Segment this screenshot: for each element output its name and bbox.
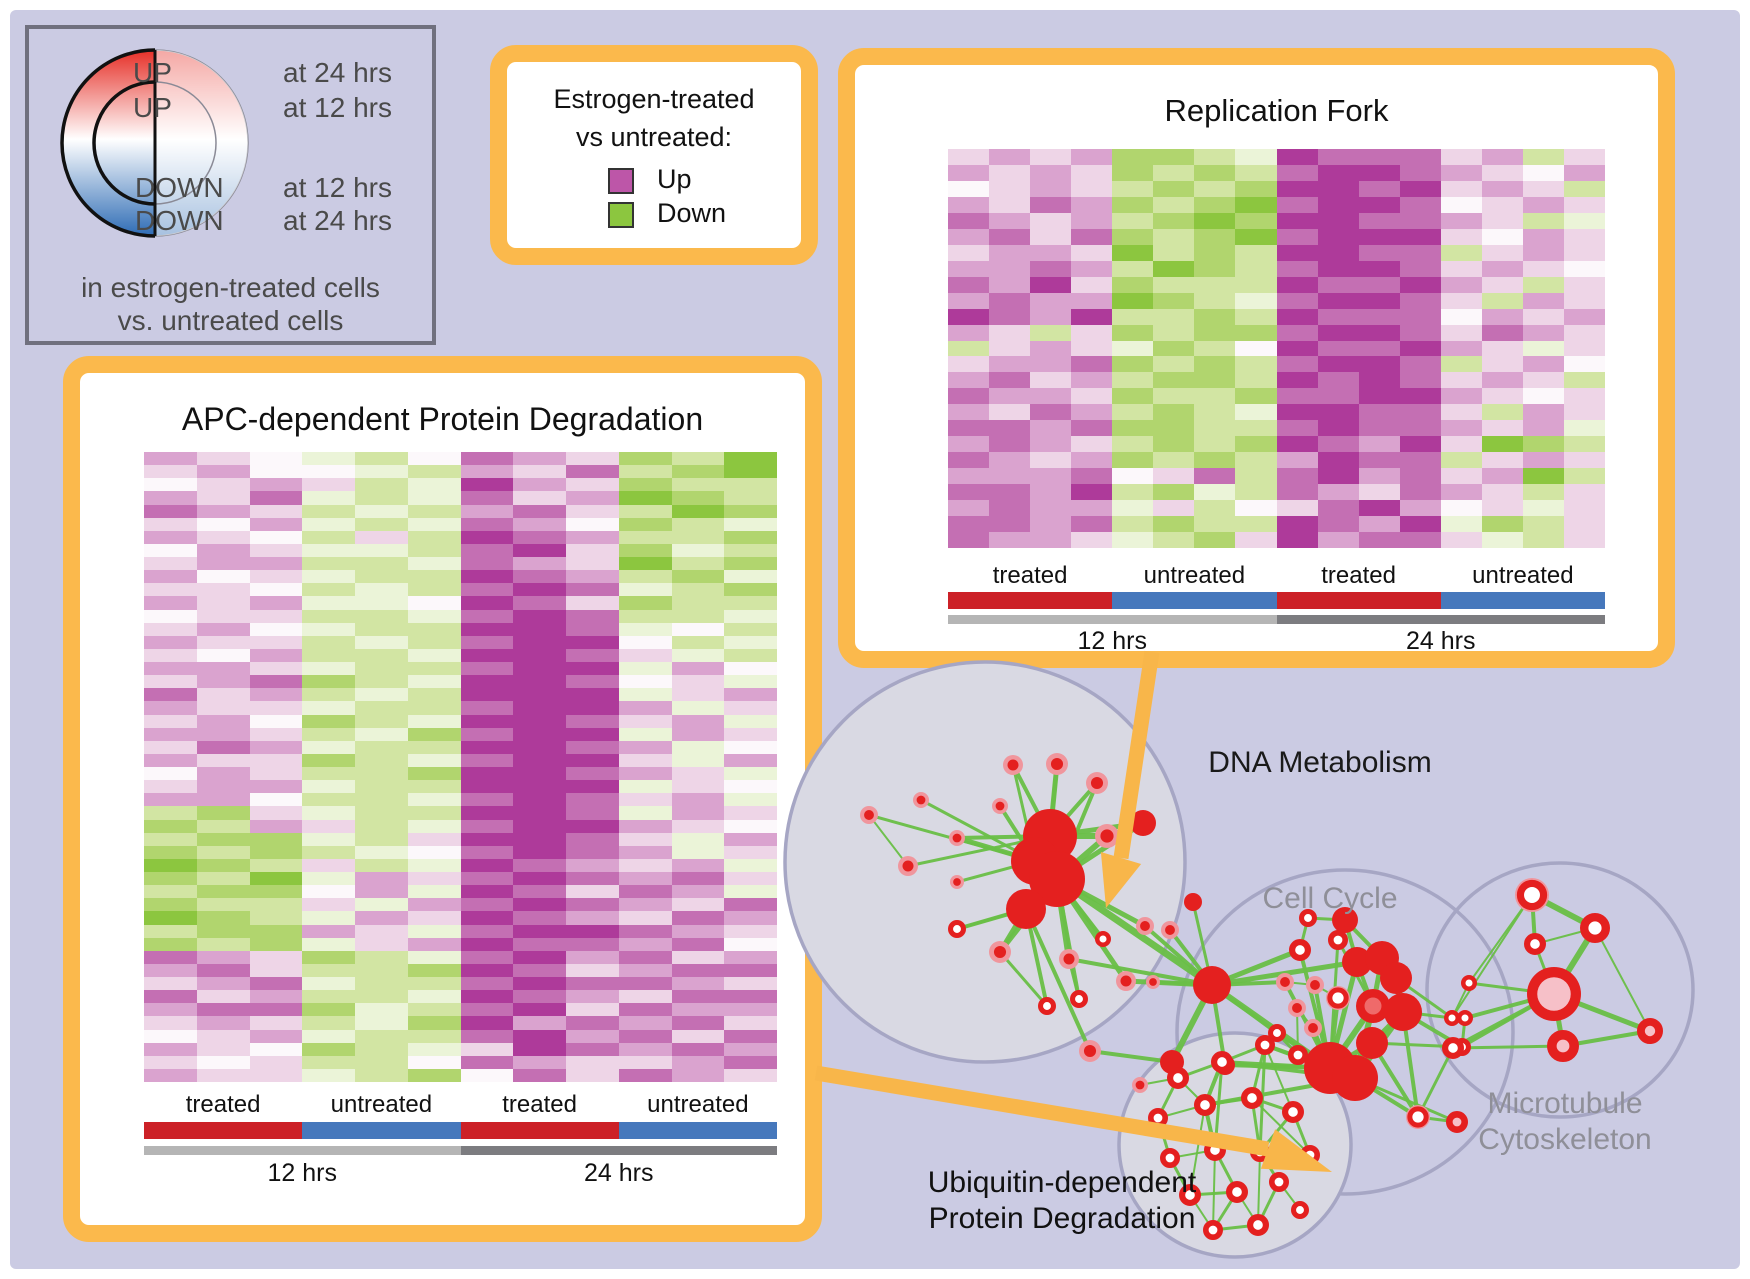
apc-group-labels: treated untreated treated untreated xyxy=(144,1091,777,1119)
apc-condition-bar xyxy=(144,1122,777,1139)
apc-time-labels: 12 hrs 24 hrs xyxy=(144,1159,777,1188)
replication-fork-group-labels: treated untreated treated untreated xyxy=(948,562,1605,590)
ring-legend-down-outer: DOWN xyxy=(135,205,224,236)
group-label: untreated xyxy=(647,1091,749,1118)
replication-fork-time-labels: 12 hrs 24 hrs xyxy=(948,627,1605,656)
down-color-swatch xyxy=(608,202,634,228)
apc-panel: APC-dependent Protein Degradation treate… xyxy=(63,356,822,1242)
ring-legend-at24-bottom: at 24 hrs xyxy=(283,205,392,236)
up-color-swatch xyxy=(608,168,634,194)
ring-legend-at12-bottom: at 12 hrs xyxy=(283,172,392,203)
time-label-12hrs: 12 hrs xyxy=(267,1159,337,1187)
replication-fork-condition-bar xyxy=(948,592,1605,609)
ring-legend-caption-line2: vs. untreated cells xyxy=(117,305,344,336)
replication-fork-time-bar xyxy=(948,615,1605,624)
down-label: Down xyxy=(657,198,727,228)
apc-time-bar xyxy=(144,1146,777,1155)
ring-legend-up-inner: UP xyxy=(133,92,172,123)
apc-title: APC-dependent Protein Degradation xyxy=(181,401,704,437)
ring-legend-up-outer: UP xyxy=(133,57,172,88)
replication-fork-heatmap xyxy=(948,149,1605,548)
group-label: untreated xyxy=(330,1091,433,1118)
updown-legend-title-line1: Estrogen-treated xyxy=(553,84,755,114)
updown-legend-box: Estrogen-treated vs untreated: Up Down xyxy=(490,45,818,265)
time-label-24hrs: 24 hrs xyxy=(1406,627,1476,655)
apc-heatmap xyxy=(144,452,777,1082)
time-label-12hrs: 12 hrs xyxy=(1077,627,1147,655)
updown-legend-title-line2: vs untreated: xyxy=(575,122,733,152)
ring-legend-box: UP at 24 hrs UP at 12 hrs DOWN at 12 hrs… xyxy=(25,25,436,345)
group-label: treated xyxy=(185,1091,261,1118)
group-label: untreated xyxy=(1143,562,1246,589)
up-label: Up xyxy=(657,164,692,194)
group-label: untreated xyxy=(1472,562,1574,589)
replication-fork-title: Replication Fork xyxy=(1164,93,1389,128)
ring-legend-at12-top: at 12 hrs xyxy=(283,92,392,123)
group-label: treated xyxy=(502,1091,577,1118)
time-label-24hrs: 24 hrs xyxy=(584,1159,654,1187)
group-label: treated xyxy=(1321,562,1396,589)
replication-fork-panel: Replication Fork treated untreated treat… xyxy=(838,48,1675,668)
ring-legend-down-inner: DOWN xyxy=(135,172,224,203)
ring-legend-at24-top: at 24 hrs xyxy=(283,57,392,88)
ring-legend-caption-line1: in estrogen-treated cells xyxy=(81,272,380,303)
ring-legend-donut xyxy=(60,48,249,238)
group-label: treated xyxy=(992,562,1068,589)
